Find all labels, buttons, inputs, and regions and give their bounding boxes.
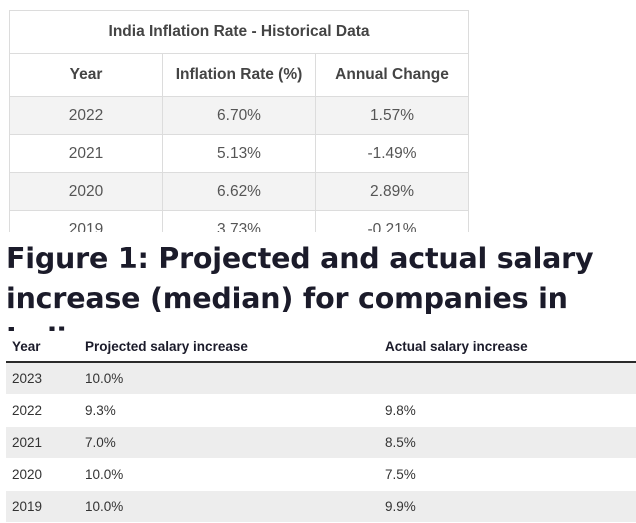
salary-cell-actual: 9.9%	[379, 490, 636, 523]
inflation-table: India Inflation Rate - Historical Data Y…	[8, 10, 470, 232]
salary-cell-year: 2019	[6, 490, 79, 523]
inflation-cell-rate: 3.73%	[162, 210, 316, 232]
salary-cell-projected: 7.0%	[79, 426, 379, 459]
inflation-cell-year: 2020	[9, 172, 163, 211]
salary-cell-actual	[379, 362, 636, 395]
inflation-cell-rate: 5.13%	[162, 134, 316, 173]
salary-cell-year: 2021	[6, 426, 79, 459]
inflation-cell-rate: 6.62%	[162, 172, 316, 211]
inflation-cell-change: -0.21%	[314, 210, 470, 232]
inflation-cell-year: 2022	[9, 96, 163, 135]
inflation-cell-year: 2019	[9, 210, 163, 232]
salary-cell-year: 2022	[6, 394, 79, 427]
salary-header-actual: Actual salary increase	[379, 331, 636, 363]
table-row: 2020 10.0% 7.5%	[6, 458, 636, 491]
table-row: 2019 3.73% -0.21%	[9, 210, 470, 232]
figure-title: Figure 1: Projected and actual salary in…	[6, 242, 594, 355]
inflation-cell-rate: 6.70%	[162, 96, 316, 135]
salary-cell-year: 2023	[6, 362, 79, 395]
inflation-header-change: Annual Change	[314, 53, 470, 97]
table-row: 2019 10.0% 9.9%	[6, 490, 636, 523]
salary-cell-year: 2020	[6, 458, 79, 491]
inflation-table-container: India Inflation Rate - Historical Data Y…	[0, 0, 636, 232]
salary-cell-projected: 10.0%	[79, 362, 379, 395]
inflation-cell-change: 1.57%	[314, 96, 470, 135]
inflation-cell-change: 2.89%	[314, 172, 470, 211]
inflation-table-caption: India Inflation Rate - Historical Data	[8, 10, 470, 54]
salary-table: Year Projected salary increase Actual sa…	[6, 331, 636, 523]
salary-cell-actual: 7.5%	[379, 458, 636, 491]
inflation-cell-year: 2021	[9, 134, 163, 173]
salary-cell-actual: 8.5%	[379, 426, 636, 459]
table-row: 2022 9.3% 9.8%	[6, 394, 636, 427]
salary-cell-projected: 10.0%	[79, 490, 379, 523]
table-row: 2021 7.0% 8.5%	[6, 426, 636, 459]
table-row: 2021 5.13% -1.49%	[9, 134, 470, 173]
table-row: 2022 6.70% 1.57%	[9, 96, 470, 135]
salary-cell-actual: 9.8%	[379, 394, 636, 427]
salary-cell-projected: 10.0%	[79, 458, 379, 491]
inflation-header-rate: Inflation Rate (%)	[162, 53, 316, 97]
inflation-header-year: Year	[9, 53, 163, 97]
inflation-cell-change: -1.49%	[314, 134, 470, 173]
table-row: 2020 6.62% 2.89%	[9, 172, 470, 211]
salary-cell-projected: 9.3%	[79, 394, 379, 427]
salary-header-year: Year	[6, 331, 79, 363]
salary-header-projected: Projected salary increase	[79, 331, 379, 363]
table-row: 2023 10.0%	[6, 362, 636, 395]
